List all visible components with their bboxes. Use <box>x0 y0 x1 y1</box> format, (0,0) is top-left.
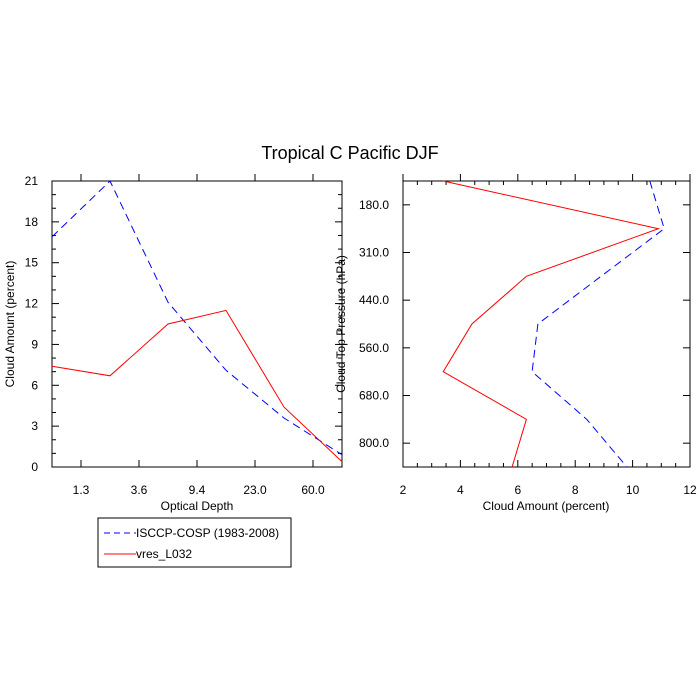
right-ticks: 180.0 310.0 440.0 560.0 680.0 800.0 2 4 6 8 10 12 <box>359 174 697 497</box>
left-y-tick-label: 12 <box>25 297 39 311</box>
left-series-line-0 <box>51 180 343 456</box>
left-y-tick-label: 21 <box>25 174 39 188</box>
left-y-tick-label: 6 <box>31 378 38 392</box>
right-x-axis-title: Cloud Amount (percent) <box>483 499 610 513</box>
right-y-tick-label: 440.0 <box>359 293 389 307</box>
right-series <box>442 180 665 468</box>
right-panel: 180.0 310.0 440.0 560.0 680.0 800.0 2 4 6 8 10 12 C… <box>334 174 697 513</box>
left-x-tick-label: 3.6 <box>131 483 148 497</box>
right-x-tick-label: 2 <box>400 483 407 497</box>
left-series-line-1 <box>51 309 343 462</box>
legend-label-isccp: ISCCP-COSP (1983-2008) <box>136 526 279 540</box>
right-x-tick-label: 6 <box>514 483 521 497</box>
left-series <box>51 180 343 462</box>
left-y-tick-label: 18 <box>25 215 39 229</box>
right-plot-frame <box>402 180 691 468</box>
left-ticks: 0 3 6 9 12 15 18 21 1.3 3.6 9.4 23.0 60.0 <box>25 174 342 497</box>
chart-title: Tropical C Pacific DJF <box>261 143 438 163</box>
left-y-tick-label: 15 <box>25 256 39 270</box>
right-y-axis-title: Cloud Top Pressure (hPa) <box>334 255 348 393</box>
right-series-line-1 <box>442 180 661 468</box>
right-y-tick-label: 800.0 <box>359 436 389 450</box>
legend: ISCCP-COSP (1983-2008) vres_L032 <box>97 517 292 568</box>
right-x-tick-label: 4 <box>457 483 464 497</box>
left-x-tick-label: 1.3 <box>73 483 90 497</box>
left-y-tick-label: 0 <box>31 460 38 474</box>
right-y-tick-label: 310.0 <box>359 246 389 260</box>
right-series-line-0 <box>531 180 665 468</box>
right-x-tick-label: 10 <box>626 483 640 497</box>
right-x-tick-label: 8 <box>572 483 579 497</box>
legend-box <box>97 517 292 568</box>
left-x-tick-label: 60.0 <box>301 483 325 497</box>
legend-label-vres: vres_L032 <box>136 547 192 561</box>
left-x-tick-label: 9.4 <box>189 483 206 497</box>
left-y-tick-label: 3 <box>31 419 38 433</box>
left-panel: 0 3 6 9 12 15 18 21 1.3 3.6 9.4 23.0 60.0 Optical De… <box>3 174 343 513</box>
left-x-axis-title: Optical Depth <box>161 499 234 513</box>
left-x-tick-label: 23.0 <box>243 483 267 497</box>
right-y-tick-label: 560.0 <box>359 341 389 355</box>
left-plot-frame <box>51 180 343 468</box>
left-y-tick-label: 9 <box>31 337 38 351</box>
right-y-tick-label: 680.0 <box>359 389 389 403</box>
right-x-tick-label: 12 <box>683 483 697 497</box>
left-y-axis-title: Cloud Amount (percent) <box>3 261 17 388</box>
right-y-tick-label: 180.0 <box>359 198 389 212</box>
